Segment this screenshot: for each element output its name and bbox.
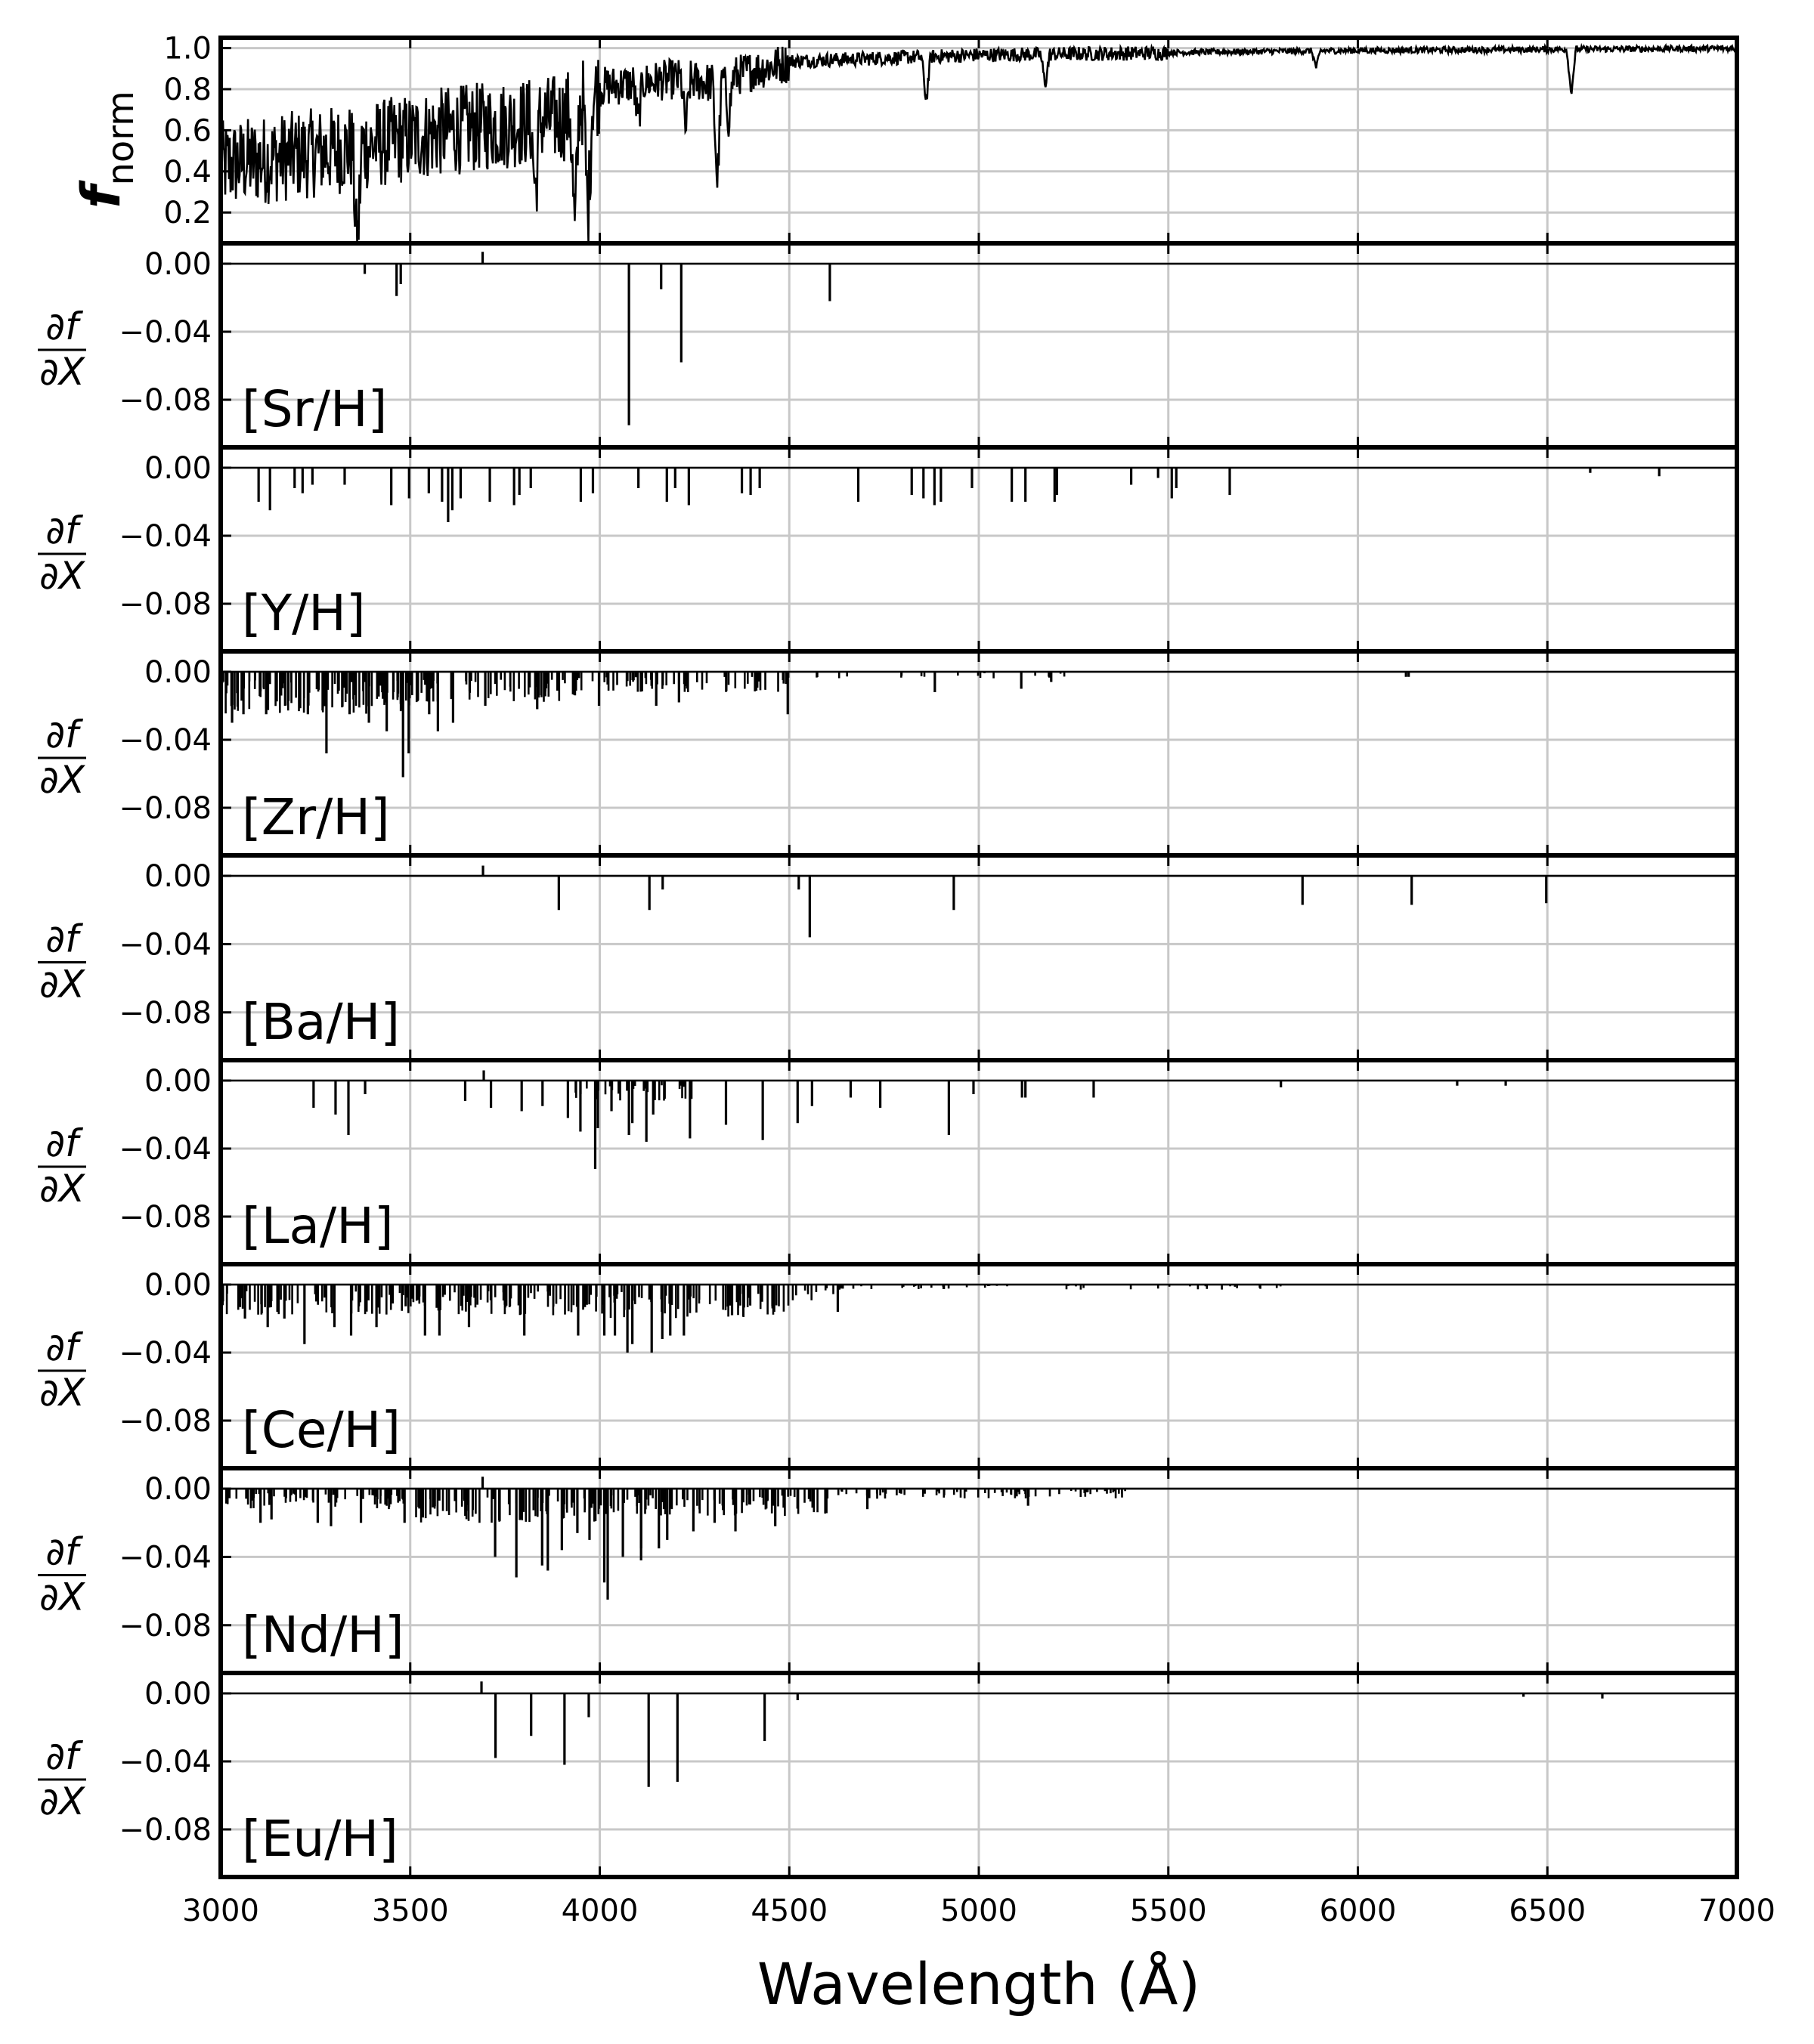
derivative-line [220, 1487, 1737, 1523]
x-tick-label: 7000 [1698, 1894, 1775, 1928]
derivative-label-numerator: ∂f [45, 1734, 83, 1778]
y-tick-label: −0.04 [119, 1336, 212, 1371]
derivative-panel: 0.00 −0.04 −0.08 ∂f∂X [La/H] [38, 1058, 1739, 1266]
y-tick-label: 0.00 [144, 655, 212, 690]
x-tick-label: 3000 [182, 1894, 259, 1928]
derivative-panel: 0.00 −0.04 −0.08 ∂f∂X [Ce/H] [38, 1262, 1739, 1470]
derivative-label-numerator: ∂f [45, 1325, 83, 1369]
y-tick-label: −0.04 [119, 519, 212, 554]
derivative-label-denominator: ∂X [39, 1576, 86, 1619]
derivative-label-numerator: ∂f [45, 1530, 83, 1574]
derivative-panel: 0.00 −0.04 −0.08 ∂f∂X [Zr/H] [38, 649, 1739, 858]
y-tick-label: −0.04 [119, 1540, 212, 1575]
x-axis-label: Wavelength (Å) [757, 1950, 1200, 2018]
derivative-label-denominator: ∂X [39, 1780, 86, 1823]
element-label: [La/H] [242, 1197, 394, 1255]
y-tick-label: −0.04 [119, 315, 212, 350]
y-tick-label: −0.04 [119, 1745, 212, 1780]
y-tick-label: −0.08 [119, 1404, 212, 1439]
derivative-panel: 0.00 −0.04 −0.08 ∂f∂X [Nd/H] [38, 1466, 1739, 1675]
y-tick-label: 0.00 [144, 859, 212, 894]
element-label: [Y/H] [242, 584, 366, 642]
element-label: [Sr/H] [242, 380, 387, 438]
element-label: [Ce/H] [242, 1401, 401, 1459]
element-label: [Nd/H] [242, 1606, 404, 1664]
x-tick-label: 4500 [751, 1894, 828, 1928]
y-tick-label: 0.6 [163, 113, 212, 148]
y-tick-label: 0.00 [144, 451, 212, 486]
y-tick-label: 0.00 [144, 1472, 212, 1507]
y-tick-label: 0.8 [163, 73, 212, 107]
element-label: [Zr/H] [242, 788, 390, 846]
y-tick-label: −0.08 [119, 587, 212, 622]
derivative-label-numerator: ∂f [45, 917, 83, 961]
derivative-label-denominator: ∂X [39, 1371, 86, 1415]
derivative-label-denominator: ∂X [39, 1167, 86, 1211]
derivative-panel-frame [218, 1671, 1739, 1879]
flux-axis-label-sub: norm [100, 91, 142, 185]
y-tick-label: −0.08 [119, 1813, 212, 1848]
x-axis: 3000 3500 4000 4500 5000 5500 6000 6500 7000 Wave… [182, 1894, 1775, 2018]
y-tick-label: −0.08 [119, 1200, 212, 1235]
flux-axis-label: fnorm [70, 91, 142, 209]
derivative-label-numerator: ∂f [45, 1121, 83, 1165]
derivative-label-numerator: ∂f [45, 713, 83, 756]
derivative-label-denominator: ∂X [39, 350, 86, 394]
element-label: [Ba/H] [242, 993, 400, 1051]
y-tick-label: 0.00 [144, 1064, 212, 1099]
derivative-label-denominator: ∂X [39, 554, 86, 598]
x-tick-label: 3500 [372, 1894, 449, 1928]
derivative-panel: 0.00 −0.04 −0.08 ∂f∂X [Y/H] [38, 445, 1739, 654]
y-tick-label: 0.00 [144, 1677, 212, 1712]
y-tick-label: 0.2 [163, 196, 212, 230]
derivative-label-numerator: ∂f [45, 305, 83, 348]
x-tick-label: 5000 [940, 1894, 1017, 1928]
y-tick-label: −0.04 [119, 927, 212, 962]
derivative-label-denominator: ∂X [39, 758, 86, 802]
derivative-panel: 0.00 −0.04 −0.08 ∂f∂X [Sr/H] [38, 241, 1739, 450]
flux-line [219, 42, 1738, 242]
x-tick-label: 6000 [1320, 1894, 1397, 1928]
y-tick-label: −0.08 [119, 383, 212, 418]
derivative-label-numerator: ∂f [45, 509, 83, 552]
derivative-panel: 0.00 −0.04 −0.08 ∂f∂X [Ba/H] [38, 853, 1739, 1062]
y-tick-label: −0.04 [119, 723, 212, 758]
y-tick-label: 1.0 [163, 32, 212, 66]
y-tick-label: −0.08 [119, 1609, 212, 1644]
y-tick-label: 0.00 [144, 1268, 212, 1303]
x-tick-label: 5500 [1130, 1894, 1207, 1928]
y-tick-label: 0.00 [144, 247, 212, 282]
y-tick-label: −0.08 [119, 996, 212, 1031]
y-tick-label: −0.04 [119, 1132, 212, 1167]
x-tick-label: 4000 [562, 1894, 639, 1928]
derivative-panel: 0.00 −0.04 −0.08 ∂f∂X [Eu/H] [38, 1671, 1739, 1879]
y-tick-label: −0.08 [119, 791, 212, 826]
derivative-label-denominator: ∂X [39, 963, 86, 1007]
x-tick-label: 6500 [1509, 1894, 1586, 1928]
element-label: [Eu/H] [242, 1810, 398, 1868]
y-tick-label: 0.4 [163, 155, 212, 190]
flux-panel: 0.2 0.4 0.6 0.8 1.0 fnorm [70, 32, 1739, 246]
derivative-line [221, 1283, 1737, 1319]
